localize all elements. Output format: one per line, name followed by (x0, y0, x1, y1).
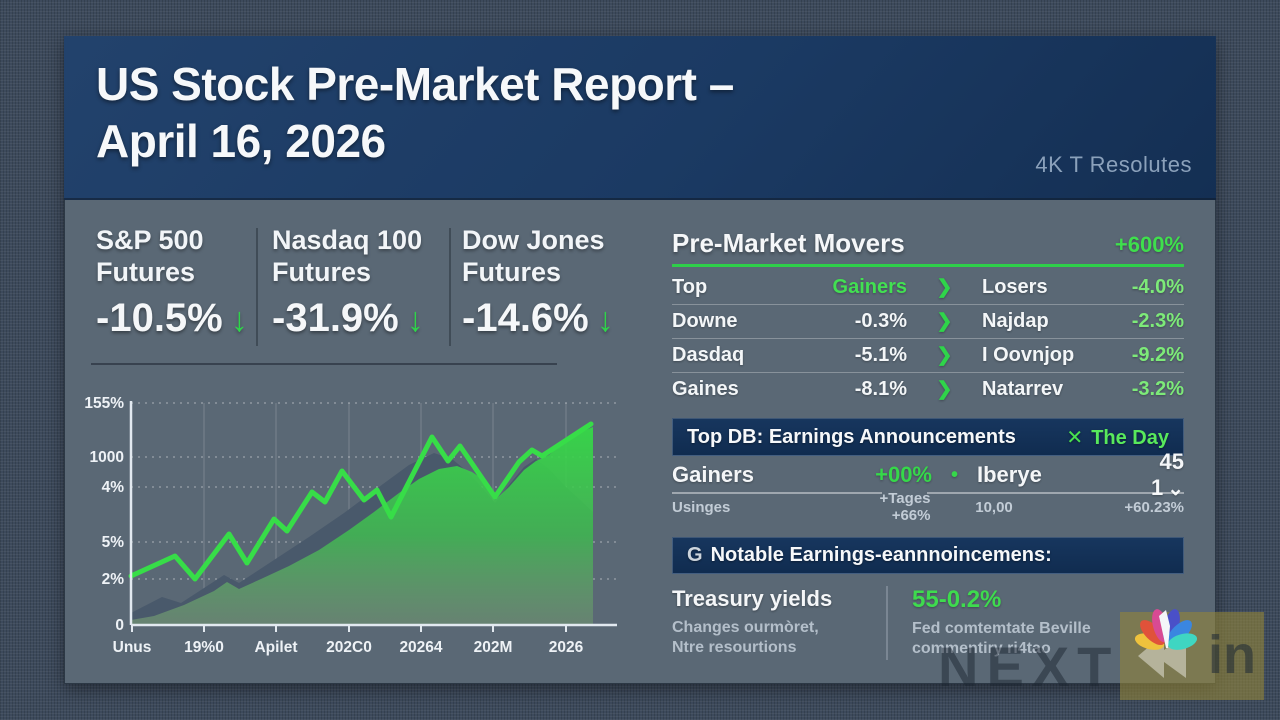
mover-name: Top (672, 276, 708, 298)
future-name: Dow Jones Futures (462, 225, 605, 287)
fed-block: 55-0.2% Fed comtemtate Beville commentir… (912, 586, 1172, 659)
earnings-bar-title: Top DB: Earnings Announcements (687, 425, 1016, 448)
svg-text:Unus: Unus (113, 639, 152, 656)
notable-bar-title: Notable Earnings-eannnoincemens: (710, 544, 1052, 566)
future-name: Nasdaq 100 Futures (272, 225, 423, 287)
earnings-bar-tag: ✕ The Day (1066, 426, 1169, 449)
earnings-subrow: Usinges +Tages +66% 10,00 +60.23% (672, 490, 1184, 524)
mover-peer-value: -9.2% (1131, 344, 1184, 366)
futures-divider (256, 228, 258, 346)
svg-text:20264: 20264 (399, 639, 442, 656)
next-watermark: NEXT (938, 635, 1120, 698)
future-value: -14.6% ↓ (462, 296, 614, 340)
chevron-down-icon: ⌄ (1167, 478, 1184, 500)
svg-text:2026: 2026 (549, 639, 584, 656)
earnings-stat: 45 1 ⌄ (1150, 449, 1184, 500)
title-line1: US Stock Pre-Market Report – (96, 58, 734, 110)
notable-divider (886, 586, 888, 660)
earnings-sub-label: Usinges (672, 498, 731, 516)
svg-text:0: 0 (115, 617, 124, 634)
movers-table: Top Gainers ❯ Losers -4.0% Downe -0.3% ❯… (672, 271, 1184, 406)
page-title: US Stock Pre-Market Report – April 16, 2… (96, 56, 996, 170)
mover-peer-value: -4.0% (1131, 276, 1184, 298)
table-row: Downe -0.3% ❯ Najdap -2.3% (672, 305, 1184, 339)
mover-value: -8.1% (854, 378, 907, 400)
mover-peer-value: -2.3% (1131, 310, 1184, 332)
mover-name: Gaines (672, 378, 739, 400)
svg-text:Apilet: Apilet (254, 639, 297, 656)
futures-divider (449, 228, 451, 346)
mover-peer: I Oovnjop (982, 344, 1075, 366)
mover-name: Downe (672, 310, 738, 332)
mover-peer: Natarrev (982, 378, 1064, 400)
earnings-bar: Top DB: Earnings Announcements ✕ The Day (672, 418, 1184, 456)
mover-peer: Najdap (982, 310, 1049, 332)
fed-line2: commentiry ri4tao (912, 640, 1051, 657)
movers-rule (672, 264, 1184, 267)
future-dowjones: Dow Jones Futures -14.6% ↓ (462, 224, 632, 341)
svg-text:5%: 5% (102, 534, 125, 551)
bullet-icon: • (950, 463, 958, 486)
title-line2: April 16, 2026 (96, 115, 386, 167)
down-arrow-icon: ↓ (230, 301, 248, 339)
chevron-right-icon: ❯ (936, 311, 953, 332)
table-row: Top Gainers ❯ Losers -4.0% (672, 271, 1184, 305)
svg-text:2%: 2% (102, 571, 125, 588)
future-nasdaq: Nasdaq 100 Futures -31.9% ↓ (272, 224, 442, 341)
table-row: Gaines -8.1% ❯ Natarrev -3.2% (672, 373, 1184, 406)
movers-change-badge: +600% (1114, 232, 1184, 257)
svg-text:19%0: 19%0 (184, 639, 224, 656)
section-divider (91, 363, 557, 365)
earnings-sub-ticker: 10,00 (975, 498, 1013, 516)
peacock-logo-icon (1134, 609, 1198, 650)
earnings-underline (927, 492, 1184, 494)
future-value: -10.5% ↓ (96, 296, 248, 340)
close-icon: ✕ (1066, 426, 1084, 449)
notable-bar: G Notable Earnings-eannnoincemens: (672, 537, 1184, 574)
future-name: S&P 500 Futures (96, 225, 204, 287)
svg-text:202M: 202M (474, 639, 513, 656)
earnings-ticker: Iberye (977, 462, 1042, 487)
mover-peer: Losers (982, 276, 1048, 298)
mover-name: Dasdaq (672, 344, 745, 366)
fed-value: 55-0.2% (912, 586, 1002, 613)
chevron-right-icon: ❯ (936, 379, 953, 400)
svg-text:4%: 4% (102, 479, 125, 496)
svg-text:202C0: 202C0 (326, 639, 372, 656)
earnings-sub-stat: +60.23% (1124, 498, 1184, 516)
fin-watermark-text: in (1208, 625, 1256, 685)
mover-peer-value: -3.2% (1131, 378, 1184, 400)
future-value: -31.9% ↓ (272, 296, 424, 340)
future-sp500: S&P 500 Futures -10.5% ↓ (96, 224, 266, 341)
treasury-line2: Ntre resourtions (672, 639, 797, 656)
mover-value: -0.3% (854, 310, 907, 332)
earnings-label: Gainers (672, 462, 754, 487)
earnings-sub-change: +Tages +66% (879, 490, 931, 524)
mover-value: Gainers (832, 276, 907, 298)
futures-area-chart: Unus 19%0 Apilet 202C0 20264 202M 2026 155% 1000… (84, 395, 617, 656)
notable-glyph-icon: G (687, 544, 703, 566)
table-row: Dasdaq -5.1% ❯ I Oovnjop -9.2% (672, 339, 1184, 373)
movers-title: Pre-Market Movers (672, 228, 905, 258)
mover-value: -5.1% (854, 344, 907, 366)
svg-text:155%: 155% (84, 395, 124, 412)
report-header (64, 36, 1216, 200)
earnings-change: +00% (875, 462, 932, 487)
down-arrow-icon: ↓ (596, 301, 614, 339)
earnings-row: Gainers +00% • Iberye 45 1 ⌄ (672, 449, 1184, 500)
earnings-underline (672, 492, 882, 494)
down-arrow-icon: ↓ (406, 301, 424, 339)
chevron-right-icon: ❯ (936, 345, 953, 366)
svg-text:1000: 1000 (90, 449, 124, 466)
fed-line1: Fed comtemtate Beville (912, 620, 1091, 637)
treasury-block: Treasury yields Changes ourmòret, Ntre r… (672, 586, 872, 658)
resolution-note: 4K T Resolutes (1035, 152, 1192, 177)
treasury-title: Treasury yields (672, 586, 833, 611)
treasury-line1: Changes ourmòret, (672, 619, 819, 636)
chevron-right-icon: ❯ (936, 277, 953, 298)
